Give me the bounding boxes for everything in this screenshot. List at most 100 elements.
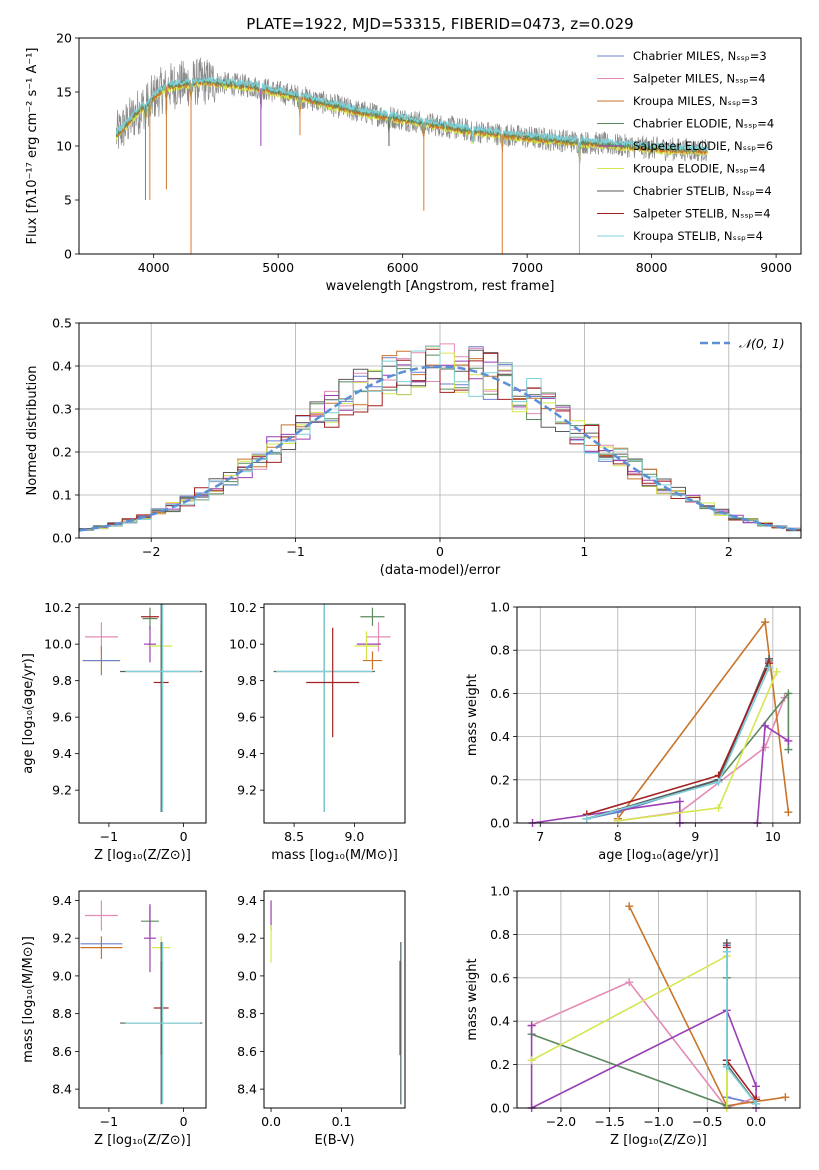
x-tick-label: 9	[691, 829, 699, 844]
y-tick-label: 9.2	[237, 931, 257, 946]
weight-marker	[722, 1062, 731, 1071]
weight-marker	[772, 667, 781, 676]
y-tick-label: 9.0	[237, 968, 257, 983]
y-tick-label: 0.2	[490, 772, 510, 787]
x-tick-label: −1.5	[595, 1114, 625, 1129]
y-tick-label: 0.3	[52, 402, 72, 417]
weight-marker	[722, 947, 731, 956]
weight-marker	[714, 803, 723, 812]
y-tick-label: 9.6	[237, 710, 257, 725]
x-tick-label: 0.0	[261, 1114, 281, 1129]
weight-marker	[613, 816, 622, 825]
y-tick-label: 8.6	[52, 1044, 72, 1059]
legend-label: 𝒩(0, 1)	[739, 336, 785, 351]
x-tick-label: 0	[180, 1114, 188, 1129]
weight-marker	[752, 1099, 761, 1108]
weight-vs-metallicity-panel: −2.0 −1.5 −1.0 −0.5 0.0 0.0 0.2 0.4 0.6 0.8 1.0 Z […	[465, 884, 801, 1148]
y-tick-label: 0.2	[52, 445, 72, 460]
legend-label: Kroupa MILES, Nₛₛₚ=3	[633, 94, 758, 108]
y-tick-label: 1.0	[490, 600, 510, 615]
y-tick-label: 1.0	[490, 884, 510, 899]
weight-line-salpeter_miles	[531, 981, 757, 1108]
spectrum-panel: 4000 5000 6000 7000 8000 9000 0 5 10 15 20 waveleng…	[25, 31, 802, 294]
y-tick-label: 8.8	[237, 1006, 257, 1021]
x-tick-label: −0.5	[692, 1114, 722, 1129]
weight-marker	[527, 1056, 536, 1065]
y-tick-label: 0.8	[490, 643, 510, 658]
x-tick-label: −1.0	[643, 1114, 673, 1129]
y-tick-label: 10.2	[229, 600, 257, 615]
legend-label: Salpeter MILES, Nₛₛₚ=4	[633, 72, 766, 86]
x-tick-label: −1	[286, 544, 304, 559]
x-axis-label: Z [log₁₀(Z/Z⊙)]	[94, 1133, 191, 1148]
x-axis-label: Z [log₁₀(Z/Z⊙)]	[94, 848, 191, 863]
y-axis-label: mass weight	[465, 674, 480, 756]
weight-marker	[752, 1082, 761, 1091]
y-tick-label: 10	[56, 139, 72, 154]
y-tick-label: 0.5	[52, 316, 72, 331]
x-axis-label: E(B-V)	[314, 1133, 354, 1148]
y-tick-label: 8.8	[52, 1006, 72, 1021]
normal-curve	[79, 365, 801, 532]
y-tick-label: 0.0	[490, 816, 510, 831]
weight-marker	[761, 721, 770, 730]
y-axis-label: mass [log₁₀(M/M⊙)]	[21, 936, 36, 1063]
age-vs-mass-panel: 8.5 9.0 9.2 9.4 9.6 9.8 10.0 10.2 mass [log₁₀(M/…	[229, 600, 406, 863]
y-tick-label: 0.4	[490, 729, 510, 744]
y-tick-label: 9.4	[52, 893, 72, 908]
x-tick-label: 6000	[387, 260, 419, 275]
y-tick-label: 20	[56, 31, 72, 46]
weight-marker	[582, 814, 591, 823]
axes-frame	[263, 890, 406, 1109]
weight-marker	[784, 736, 793, 745]
y-tick-label: 8.4	[237, 1082, 257, 1097]
legend-label: Chabrier ELODIE, Nₛₛₚ=4	[633, 117, 774, 131]
y-tick-label: 9.8	[237, 673, 257, 688]
y-axis-label: Normed distribution	[25, 366, 40, 496]
x-tick-label: 8	[614, 829, 622, 844]
y-tick-label: 0.0	[490, 1101, 510, 1116]
x-tick-label: 9.0	[344, 829, 364, 844]
x-axis-label: (data-model)/error	[380, 563, 501, 578]
x-tick-label: 7000	[511, 260, 543, 275]
weight-marker	[625, 902, 634, 911]
legend-label: Salpeter ELODIE, Nₛₛₚ=6	[633, 139, 773, 153]
axes-frame	[78, 890, 207, 1109]
x-axis-label: wavelength [Angstrom, rest frame]	[326, 279, 555, 294]
x-tick-label: 8000	[636, 260, 668, 275]
y-axis-label: mass weight	[465, 958, 480, 1040]
y-tick-label: 10.0	[44, 637, 72, 652]
legend-label: Salpeter STELIB, Nₛₛₚ=4	[633, 207, 771, 221]
x-tick-label: 1	[580, 544, 588, 559]
age-vs-metallicity-panel: −1 0 9.2 9.4 9.6 9.8 10.0 10.2 Z [log₁₀(Z/Z⊙)] ag…	[21, 600, 207, 863]
y-tick-label: 0.6	[490, 970, 510, 985]
weight-marker	[764, 663, 773, 672]
x-tick-label: 8.5	[284, 829, 304, 844]
weight-line-salpeter_elodie	[530, 1009, 757, 1108]
y-tick-label: 0.2	[490, 1057, 510, 1072]
axes-frame	[516, 890, 801, 1109]
weight-marker	[784, 808, 793, 817]
weight-marker	[625, 978, 634, 987]
legend-label: Kroupa STELIB, Nₛₛₚ=4	[633, 229, 763, 243]
weight-marker	[761, 743, 770, 752]
page-title: PLATE=1922, MJD=53315, FIBERID=0473, z=0…	[246, 15, 633, 33]
x-tick-label: −1	[100, 829, 118, 844]
y-tick-label: 9.8	[52, 673, 72, 688]
weight-line-chabrier_miles	[586, 660, 770, 820]
weight-marker	[527, 1021, 536, 1030]
y-tick-label: 0.0	[52, 531, 72, 546]
weight-marker	[784, 745, 793, 754]
y-tick-label: 15	[56, 85, 72, 100]
axes-frame	[516, 606, 801, 824]
y-tick-label: 8.4	[52, 1082, 72, 1097]
x-tick-label: 10	[765, 829, 781, 844]
legend-label: Chabrier STELIB, Nₛₛₚ=4	[633, 184, 772, 198]
axes-frame	[78, 603, 207, 824]
y-tick-label: 9.4	[52, 746, 72, 761]
y-tick-label: 9.2	[237, 783, 257, 798]
y-tick-label: 8.6	[237, 1044, 257, 1059]
x-tick-label: 7	[536, 829, 544, 844]
weight-line-kroupa_miles	[617, 620, 790, 820]
